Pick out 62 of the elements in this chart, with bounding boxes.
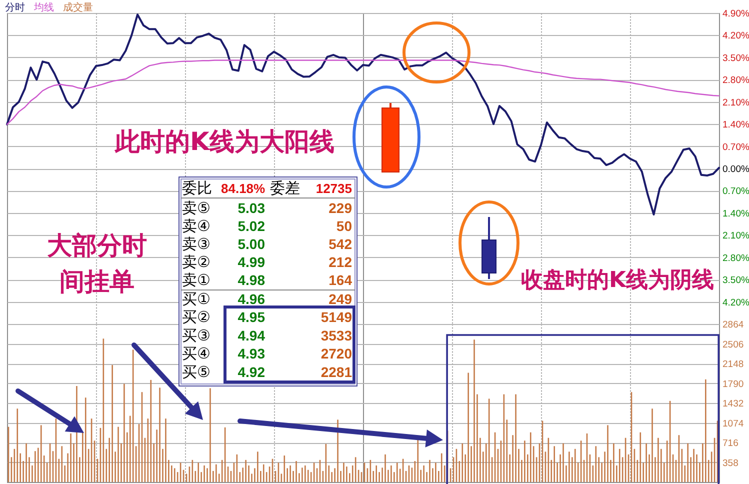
annotation: 249 (328, 291, 352, 307)
annotation: 5149 (320, 309, 352, 326)
y-tick-label: 1790 (722, 378, 744, 390)
annotation: 50 (336, 218, 352, 234)
y-tick-label: 2.10% (722, 97, 749, 108)
y-tick-label: 2.80% (722, 252, 749, 264)
y-tick-label: 2148 (722, 359, 744, 370)
annotation: 委差 (270, 179, 300, 197)
y-tick-label: 2864 (722, 320, 744, 330)
annotation: 4.96 (238, 291, 266, 307)
annotation: 卖② (182, 253, 210, 271)
annotation: 买① (182, 290, 210, 308)
annotation: 4.93 (238, 346, 266, 362)
annotation: 4.95 (238, 309, 266, 326)
annotation: 委比 (182, 179, 212, 197)
annotation: 542 (328, 236, 352, 252)
y-tick-label: 2.10% (722, 230, 749, 242)
y-tick-label: 4.90% (722, 8, 749, 20)
annotation: 收盘时的K线为阴线 (521, 268, 714, 293)
y-tick-label: 3.50% (722, 52, 749, 64)
y-tick-label: 716 (722, 438, 738, 449)
text: 成交量 (63, 2, 93, 14)
y-tick-label: 1432 (722, 398, 744, 410)
annotation: 卖③ (182, 235, 210, 253)
annotation: 84.18% (221, 181, 266, 196)
annotation: 此时的K线为大阳线 (114, 127, 334, 156)
annotation: 229 (328, 200, 352, 216)
y-tick-label: 358 (722, 458, 738, 469)
annotation: 212 (328, 254, 352, 270)
annotation: 买② (182, 308, 210, 326)
annotation: 大部分时间挂单 (47, 231, 147, 296)
y-tick-label: 3.50% (722, 275, 749, 286)
annotation: 买④ (182, 344, 210, 363)
text: 分时 (5, 2, 25, 14)
y-tick-label: 2.80% (722, 75, 749, 86)
annotation: 3533 (320, 327, 352, 344)
annotation: 2281 (320, 364, 352, 380)
y-tick-label: 0.70% (722, 186, 749, 198)
y-tick-label: 1.40% (722, 208, 749, 220)
annotation: 4.94 (238, 327, 266, 344)
annotation: 5.00 (238, 236, 266, 252)
annotation: 卖④ (182, 217, 210, 235)
y-tick-label: 1.40% (722, 120, 749, 131)
annotation: 5.02 (238, 218, 266, 234)
annotation: 4.99 (238, 254, 266, 270)
annotation: 164 (328, 272, 352, 288)
y-tick-label: 0.00% (722, 164, 749, 175)
y-tick-label: 4.20% (722, 30, 749, 42)
y-tick-label: 0.70% (722, 142, 749, 153)
annotation: 买③ (182, 326, 210, 344)
annotation: 2720 (320, 346, 352, 362)
annotation: 卖⑤ (182, 199, 210, 217)
annotation: 5.03 (238, 200, 266, 216)
annotation: 4.92 (238, 364, 266, 380)
y-tick-label: 4.20% (722, 297, 749, 308)
annotation: 卖① (182, 271, 210, 289)
text: 均线 (33, 2, 54, 14)
annotation: 12735 (316, 181, 352, 196)
annotation: 4.98 (238, 272, 266, 288)
y-tick-label: 2506 (722, 339, 744, 350)
annotation: 买⑤ (182, 362, 210, 381)
y-tick-label: 1074 (722, 418, 744, 430)
